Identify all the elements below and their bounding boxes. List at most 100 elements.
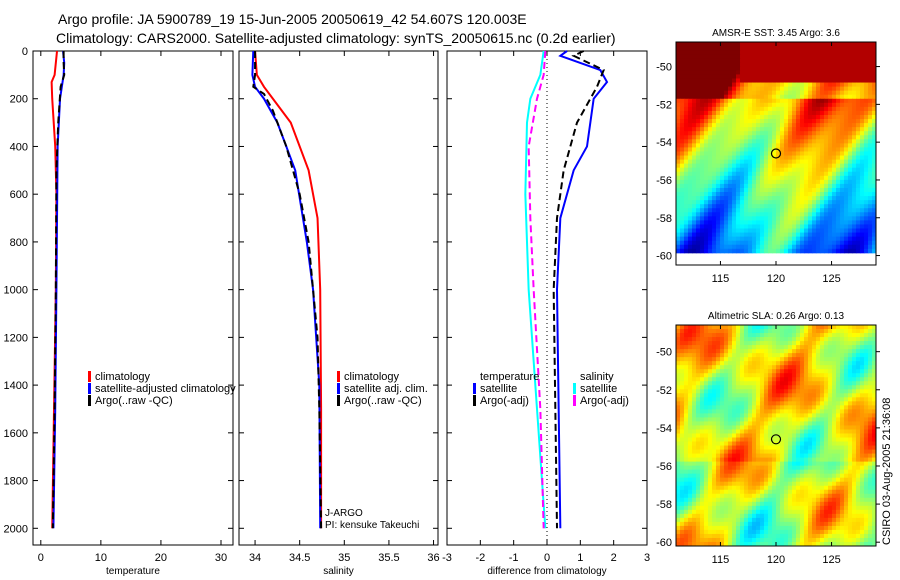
heatmap-cell <box>756 50 761 55</box>
heatmap-cell <box>724 481 729 487</box>
heatmap-cell <box>808 131 813 136</box>
heatmap-cell <box>716 183 721 189</box>
heatmap-cell <box>748 369 753 374</box>
heatmap-cell <box>828 204 833 209</box>
heatmap-cell <box>680 405 685 410</box>
heatmap-cell <box>872 131 877 136</box>
heatmap-cell <box>732 163 737 169</box>
heatmap-cell <box>796 333 801 338</box>
heatmap-cell <box>712 204 717 209</box>
heatmap-cell <box>844 86 849 92</box>
heatmap-cell <box>736 493 741 499</box>
heatmap-cell <box>752 74 757 79</box>
heatmap-cell <box>804 74 809 79</box>
heatmap-cell <box>724 413 729 418</box>
heatmap-cell <box>736 70 741 75</box>
heatmap-cell <box>832 365 837 370</box>
heatmap-cell <box>828 413 833 418</box>
heatmap-cell <box>720 369 725 374</box>
heatmap-cell <box>776 58 781 63</box>
heatmap-cell <box>720 417 725 422</box>
heatmap-cell <box>840 151 845 157</box>
heatmap-cell <box>784 381 789 386</box>
heatmap-cell <box>752 123 757 128</box>
heatmap-cell <box>788 139 793 144</box>
heatmap-cell <box>772 62 777 67</box>
heatmap-cell <box>836 42 841 47</box>
heatmap-cell <box>752 90 757 96</box>
heatmap-cell <box>732 175 737 181</box>
heatmap-cell <box>696 86 701 92</box>
heatmap-cell <box>740 489 745 495</box>
heatmap-cell <box>816 224 821 230</box>
heatmap-cell <box>816 208 821 213</box>
heatmap-cell <box>852 236 857 242</box>
heatmap-cell <box>752 413 757 418</box>
heatmap-cell <box>816 74 821 79</box>
heatmap-cell <box>812 493 817 499</box>
heatmap-cell <box>840 393 845 398</box>
heatmap-cell <box>788 212 793 217</box>
heatmap-cell <box>816 493 821 499</box>
heatmap-cell <box>864 102 869 108</box>
heatmap-cell <box>868 66 873 71</box>
heatmap-cell <box>776 477 781 483</box>
heatmap-cell <box>752 183 757 189</box>
heatmap-cell <box>752 82 757 88</box>
heatmap-cell <box>848 341 853 346</box>
heatmap-cell <box>708 127 713 132</box>
heatmap-cell <box>768 151 773 157</box>
heatmap-cell <box>696 325 701 330</box>
heatmap-cell <box>720 389 725 394</box>
heatmap-cell <box>800 70 805 75</box>
heatmap-cell <box>812 373 817 378</box>
heatmap-cell <box>716 208 721 213</box>
heatmap-cell <box>756 143 761 148</box>
heatmap-cell <box>840 54 845 59</box>
heatmap-cell <box>780 485 785 491</box>
heatmap-cell <box>768 349 773 354</box>
heatmap-cell <box>728 187 733 193</box>
heatmap-cell <box>712 66 717 71</box>
heatmap-cell <box>772 114 777 120</box>
heatmap-cell <box>856 123 861 128</box>
heatmap-cell <box>712 151 717 157</box>
heatmap-cell <box>716 82 721 88</box>
heatmap-cell <box>840 248 845 254</box>
heatmap-cell <box>828 409 833 414</box>
heatmap-cell <box>792 236 797 242</box>
heatmap-cell <box>676 110 681 116</box>
heatmap-cell <box>676 381 681 386</box>
heatmap-cell <box>768 389 773 394</box>
heatmap-cell <box>868 171 873 177</box>
heatmap-cell <box>804 449 809 455</box>
heatmap-cell <box>864 127 869 132</box>
heatmap-cell <box>712 244 717 250</box>
heatmap-cell <box>852 123 857 128</box>
heatmap-cell <box>740 171 745 177</box>
heatmap-cell <box>708 349 713 354</box>
heatmap-cell <box>788 385 793 390</box>
heatmap-cell <box>728 192 733 197</box>
heatmap-cell <box>740 224 745 230</box>
heatmap-cell <box>836 187 841 193</box>
heatmap-cell <box>708 62 713 67</box>
heatmap-cell <box>680 248 685 254</box>
heatmap-cell <box>716 369 721 374</box>
heatmap-cell <box>856 397 861 402</box>
x-tick-label: 30 <box>215 552 227 564</box>
legend-label: climatology <box>95 371 151 383</box>
heatmap-cell <box>760 469 765 475</box>
heatmap-cell <box>680 489 685 495</box>
heatmap-cell <box>872 192 877 197</box>
heatmap-cell <box>772 337 777 342</box>
heatmap-cell <box>732 493 737 499</box>
heatmap-cell <box>776 220 781 225</box>
heatmap-cell <box>748 183 753 189</box>
argo-location-marker <box>770 148 782 159</box>
heatmap-cell <box>680 401 685 406</box>
heatmap-cell <box>864 220 869 225</box>
heatmap-cell <box>744 397 749 402</box>
heatmap-cell <box>712 409 717 414</box>
heatmap-cell <box>868 196 873 201</box>
